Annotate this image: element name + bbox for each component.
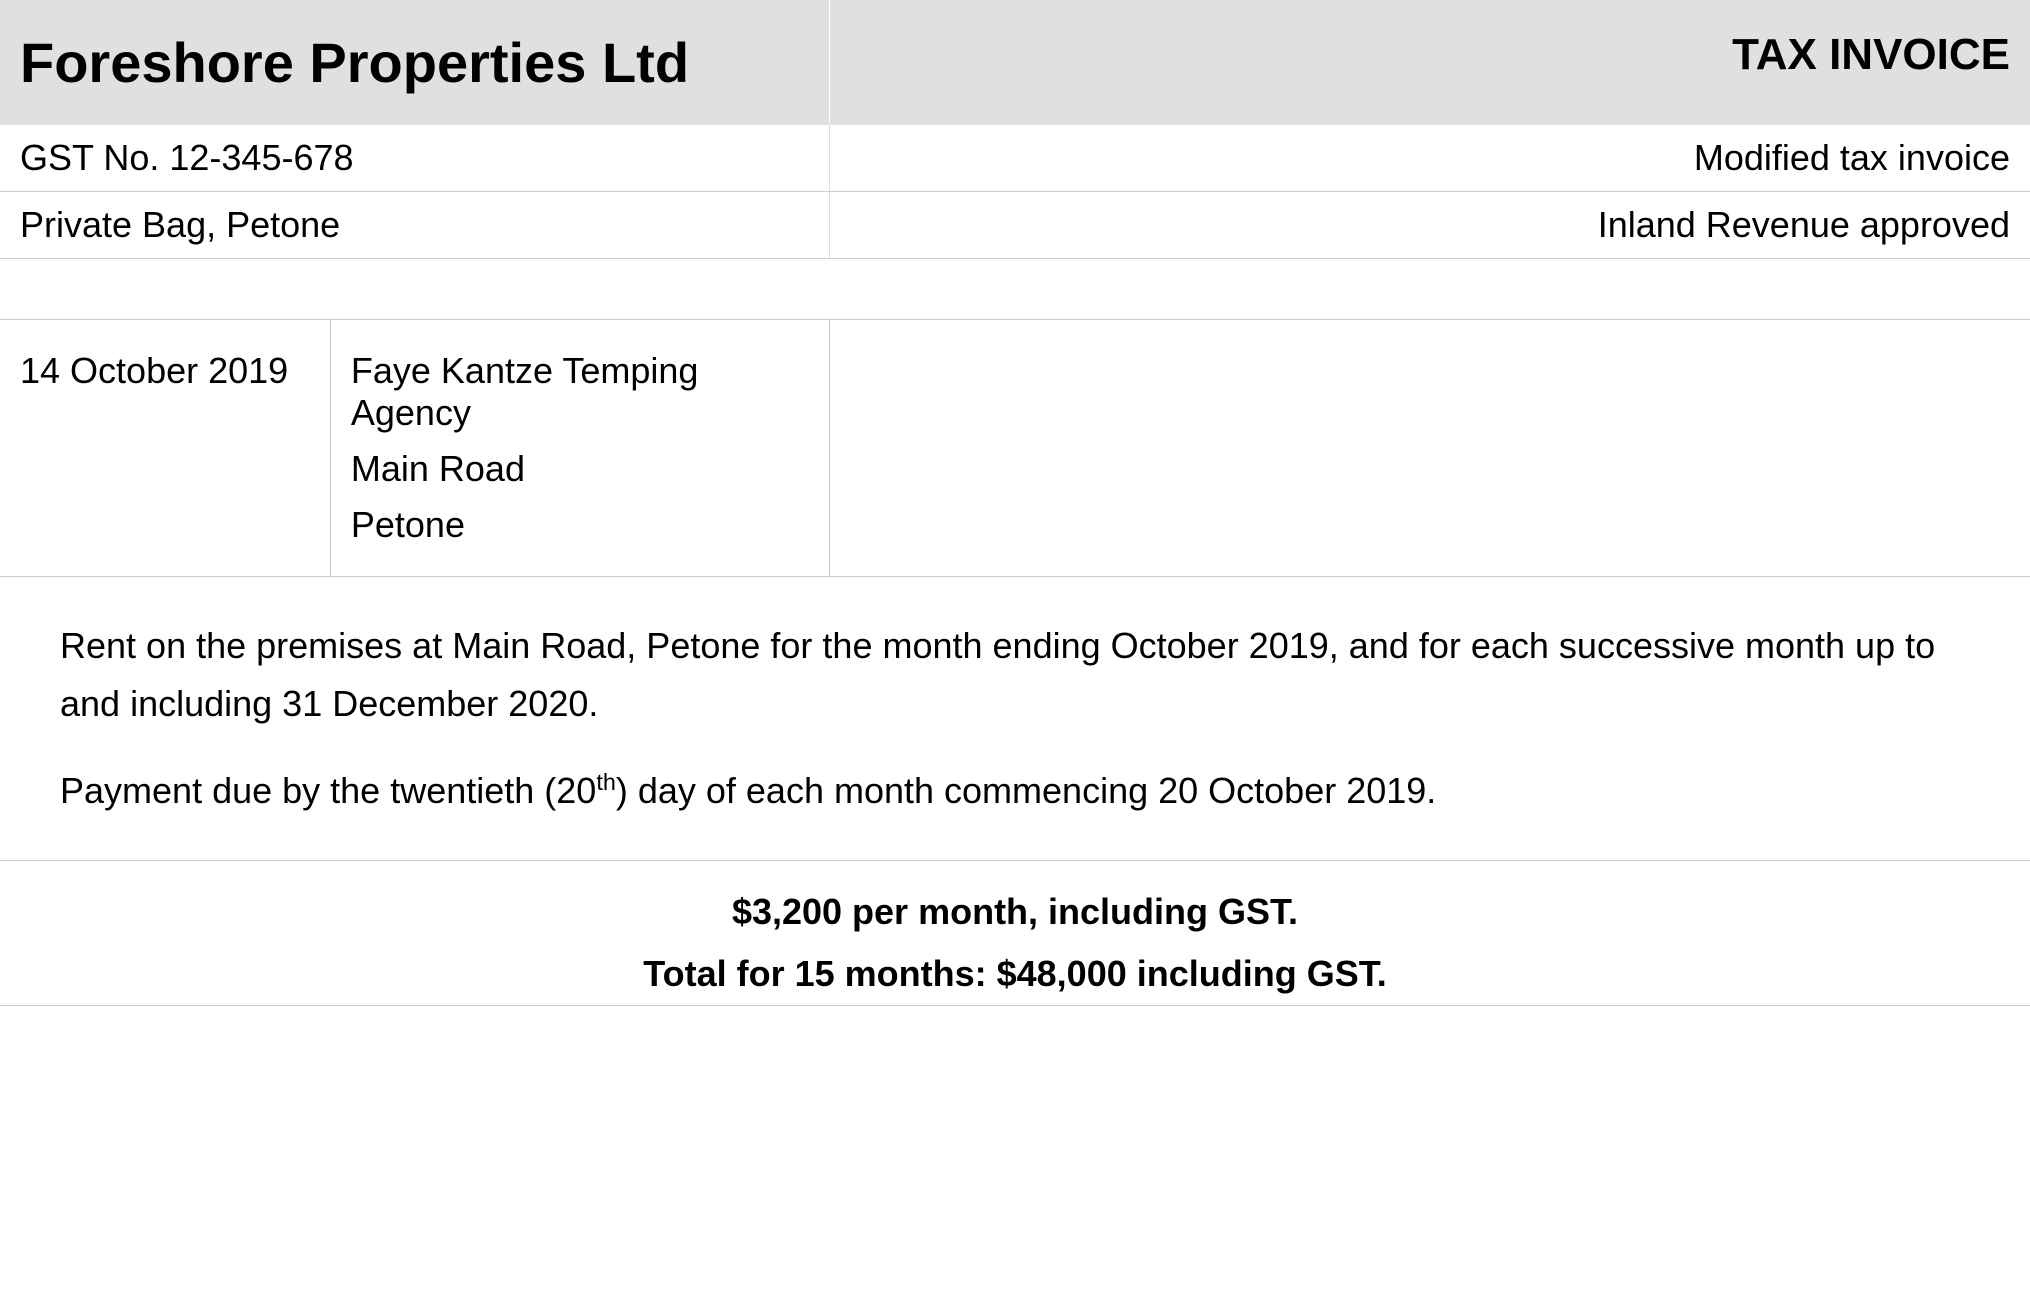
header-right-cell: TAX INVOICE bbox=[830, 0, 2030, 125]
monthly-amount: $3,200 per month, including GST. bbox=[20, 891, 2010, 933]
info-row-2: Private Bag, Petone Inland Revenue appro… bbox=[0, 192, 2030, 259]
totals-block: $3,200 per month, including GST. Total f… bbox=[0, 861, 2030, 1006]
company-name: Foreshore Properties Ltd bbox=[20, 30, 809, 95]
recipient-city: Petone bbox=[351, 504, 809, 546]
description-block: Rent on the premises at Main Road, Peton… bbox=[0, 577, 2030, 861]
para2-sup: th bbox=[596, 769, 616, 795]
modified-invoice-label: Modified tax invoice bbox=[830, 125, 2030, 191]
total-amount: Total for 15 months: $48,000 including G… bbox=[20, 953, 2010, 995]
recipient-name: Faye Kantze Temping Agency bbox=[351, 350, 809, 434]
description-para-1: Rent on the premises at Main Road, Peton… bbox=[60, 617, 1970, 732]
para2-post: ) day of each month commencing 20 Octobe… bbox=[616, 770, 1436, 811]
description-para-2: Payment due by the twentieth (20th) day … bbox=[60, 762, 1970, 820]
tax-invoice-label: TAX INVOICE bbox=[850, 30, 2010, 80]
sender-address: Private Bag, Petone bbox=[0, 192, 830, 258]
invoice-document: Foreshore Properties Ltd TAX INVOICE GST… bbox=[0, 0, 2030, 1006]
para2-pre: Payment due by the twentieth (20 bbox=[60, 770, 596, 811]
header-left-cell: Foreshore Properties Ltd bbox=[0, 0, 830, 125]
header-row: Foreshore Properties Ltd TAX INVOICE bbox=[0, 0, 2030, 125]
recipient-cell: Faye Kantze Temping Agency Main Road Pet… bbox=[331, 320, 830, 576]
gst-number: GST No. 12-345-678 bbox=[0, 125, 830, 191]
recipient-street: Main Road bbox=[351, 448, 809, 490]
info-row-1: GST No. 12-345-678 Modified tax invoice bbox=[0, 125, 2030, 192]
spacer bbox=[0, 259, 2030, 319]
approved-label: Inland Revenue approved bbox=[830, 192, 2030, 258]
empty-cell bbox=[830, 320, 2030, 576]
address-block: 14 October 2019 Faye Kantze Temping Agen… bbox=[0, 319, 2030, 577]
invoice-date: 14 October 2019 bbox=[0, 320, 331, 576]
